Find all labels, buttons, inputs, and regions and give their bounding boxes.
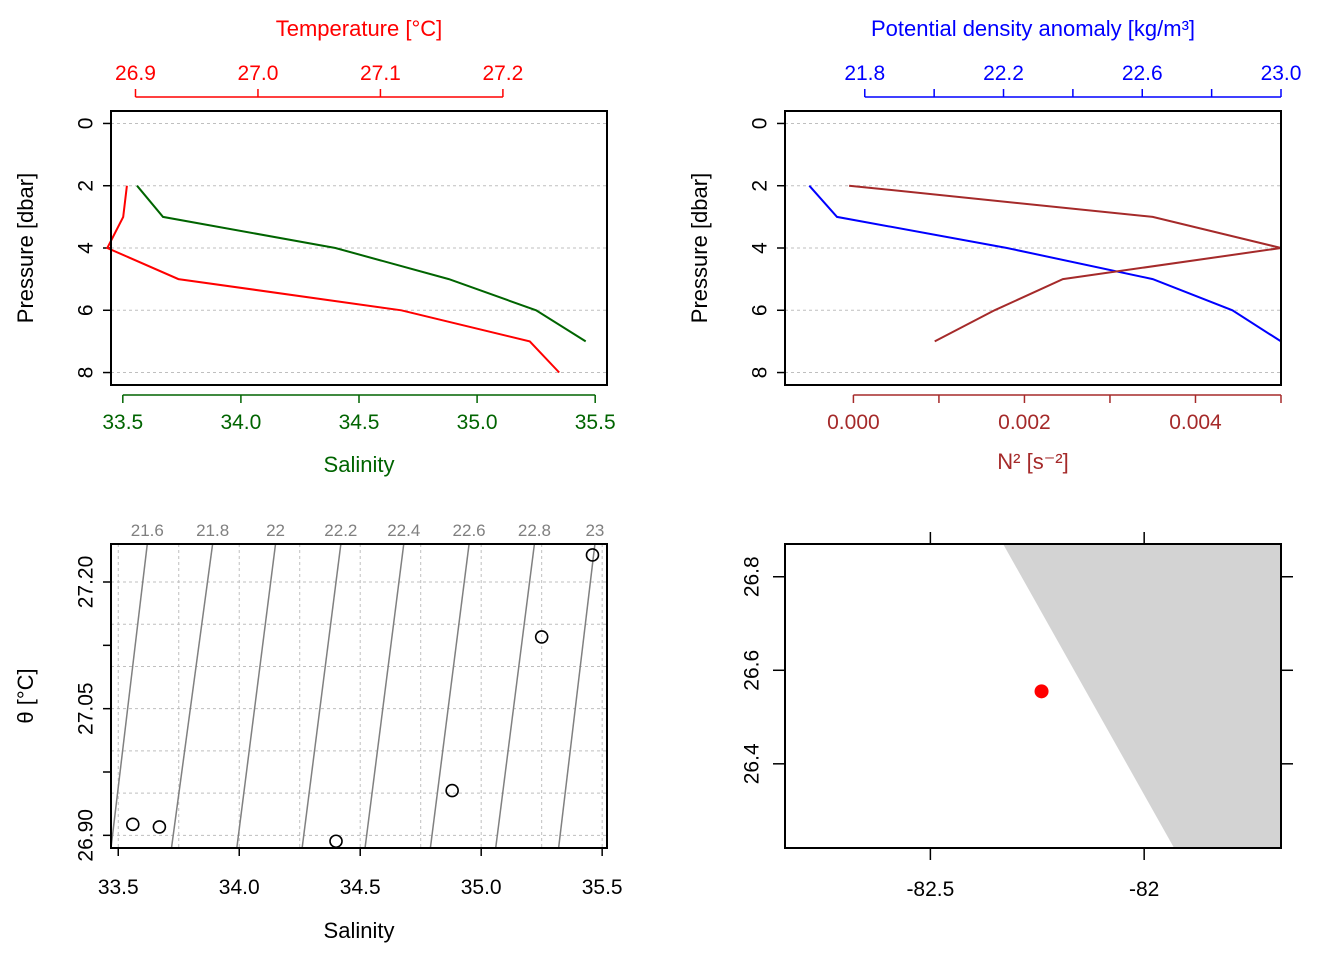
data-point [125,817,140,832]
x-tick-label: 34.0 [219,876,260,899]
y-tick-label: 0 [75,118,98,130]
profile-salinity-temperature: 0 2 4 6 8 33.5 34.0 34.5 35.0 35.5 Salinity 26.9 27.… [13,16,616,477]
data-point [585,548,600,562]
ts-diagram: 21.6 21.8 22 22.2 22.4 22.6 22.8 23 33.5 34.0 34.5… [13,521,623,943]
isopycnal-line [557,543,596,849]
y-tick-label: 26.8 [741,556,764,597]
y-tick-label: 4 [75,242,98,254]
isopycnal-label: 22.2 [324,521,357,540]
data-point [445,783,459,798]
y-tick-label: 2 [75,180,98,192]
top-axis-title: Temperature [°C] [276,16,443,41]
x-tick-label: 35.5 [575,411,616,434]
top-axis-title: Potential density anomaly [kg/m³] [871,16,1195,41]
y-tick-label: 6 [749,304,772,316]
isopycnal-line [429,543,470,849]
data-point [329,834,343,849]
plot-frame [110,110,608,386]
y-axis-title: θ [°C] [13,668,38,723]
data-point [534,630,549,644]
top-tick-label: 27.1 [360,62,401,85]
x-tick-label: 34.0 [220,411,261,434]
y-tick-label: 26.90 [75,809,98,862]
y-tick-label: 2 [749,180,772,192]
isopycnal-line [110,543,149,849]
y-tick-label: 27.05 [75,682,98,735]
profile-density-n2: 0 2 4 6 8 21.8 22.2 22.6 23.0 Potential density a… [687,16,1301,474]
y-axis-title: Pressure [dbar] [687,173,712,323]
isopycnal-label: 22.6 [453,521,486,540]
station-map: -82.5 -82 26.4 26.6 26.8 [741,532,1293,901]
x-tick-label: 0.000 [827,411,880,434]
x-tick-label: 0.004 [1169,411,1222,434]
y-tick-label: 27.20 [75,556,98,609]
x-tick-label: -82.5 [906,878,954,901]
data-point [152,820,167,834]
isopycnal-label: 22.8 [518,521,551,540]
top-tick-label: 27.2 [482,62,523,85]
top-tick-label: 27.0 [238,62,279,85]
y-tick-label: 0 [749,118,772,130]
isopycnal-line [364,543,405,849]
top-tick-label: 22.6 [1122,62,1163,85]
x-tick-label: 35.5 [582,876,623,899]
isopycnal-line [301,543,342,849]
series-line-n2 [848,184,1282,343]
x-tick-label: 34.5 [339,411,380,434]
top-tick-label: 26.9 [115,62,156,85]
x-tick-label: 35.0 [457,411,498,434]
y-tick-label: 6 [75,304,98,316]
y-axis-title: Pressure [dbar] [13,173,38,323]
x-axis-title: N² [s⁻²] [997,449,1069,474]
plot-frame [784,110,1282,386]
isopycnal-label: 21.8 [196,521,229,540]
isopycnal-line [494,543,536,849]
series-line-density [808,185,1282,343]
land-polygon [1003,544,1281,848]
y-tick-label: 26.4 [741,743,764,784]
y-tick-label: 26.6 [741,650,764,691]
isopycnal-line [236,543,277,849]
series-line-temperature [105,185,560,374]
x-tick-label: -82 [1129,878,1159,901]
top-tick-label: 21.8 [844,62,885,85]
isopycnal-label: 22 [266,521,285,540]
x-axis-title: Salinity [324,452,395,477]
top-tick-label: 22.2 [983,62,1024,85]
isopycnal-label: 21.6 [131,521,164,540]
isopycnal-line [170,543,214,849]
y-tick-label: 4 [749,242,772,254]
station-marker [1034,684,1049,699]
y-tick-label: 8 [749,367,772,379]
plot-frame [784,543,1282,849]
x-axis-title: Salinity [324,918,395,943]
x-tick-label: 34.5 [340,876,381,899]
plot-frame [110,543,608,849]
top-tick-label: 23.0 [1261,62,1302,85]
isopycnal-label: 22.4 [387,521,420,540]
isopycnal-label: 23 [585,521,604,540]
x-tick-label: 33.5 [98,876,139,899]
x-tick-label: 33.5 [102,411,143,434]
x-tick-label: 35.0 [461,876,502,899]
series-line-salinity [136,185,587,343]
y-tick-label: 8 [75,367,98,379]
x-tick-label: 0.002 [998,411,1051,434]
